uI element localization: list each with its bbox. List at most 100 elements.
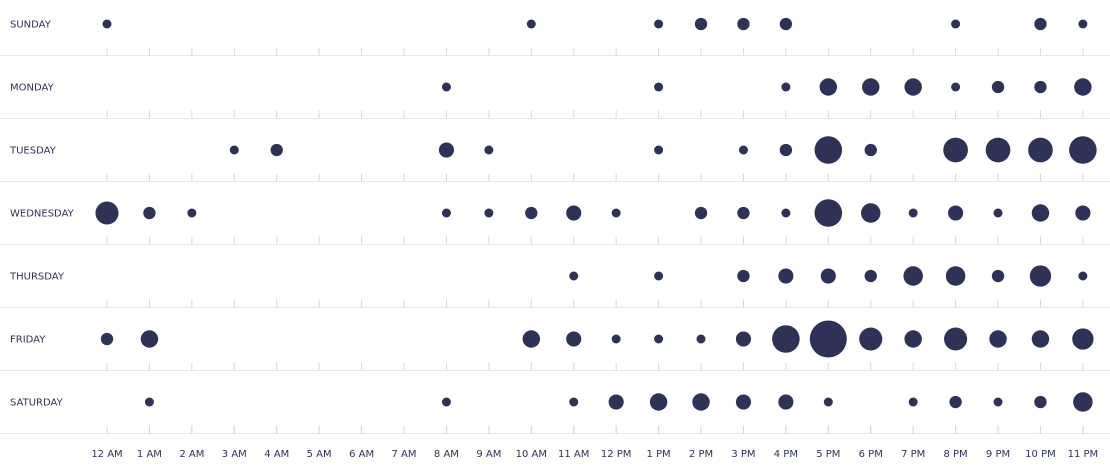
data-point[interactable] (694, 17, 708, 31)
data-point[interactable] (991, 269, 1005, 283)
data-point[interactable] (1072, 328, 1094, 350)
data-point[interactable] (1031, 330, 1050, 348)
data-point[interactable] (904, 330, 922, 348)
hour-tick-label: 4 AM (264, 449, 289, 460)
data-point[interactable] (859, 327, 883, 351)
data-point[interactable] (1078, 271, 1088, 281)
data-point[interactable] (566, 331, 582, 347)
hour-tick-label: 6 AM (349, 449, 374, 460)
data-point[interactable] (692, 393, 710, 411)
hour-tick-label: 8 PM (943, 449, 967, 460)
data-point[interactable] (993, 397, 1003, 407)
data-point[interactable] (654, 145, 664, 155)
hour-tick-label: 12 PM (601, 449, 632, 460)
data-point[interactable] (1034, 80, 1047, 94)
hour-tick-label: 11 PM (1068, 449, 1099, 460)
data-point[interactable] (654, 271, 664, 281)
data-point[interactable] (143, 206, 156, 220)
data-point[interactable] (908, 208, 918, 218)
data-point[interactable] (945, 266, 966, 286)
data-point[interactable] (654, 82, 664, 92)
data-point[interactable] (270, 143, 283, 157)
data-point[interactable] (696, 334, 706, 344)
data-point[interactable] (943, 137, 968, 163)
data-point[interactable] (102, 19, 112, 29)
data-point[interactable] (95, 201, 119, 225)
data-point[interactable] (1078, 19, 1088, 29)
data-point[interactable] (820, 268, 836, 284)
data-point[interactable] (819, 78, 838, 96)
data-point[interactable] (441, 208, 451, 218)
data-point[interactable] (951, 19, 961, 29)
data-point[interactable] (778, 268, 794, 284)
data-point[interactable] (649, 393, 668, 411)
data-point[interactable] (566, 205, 582, 221)
data-point[interactable] (438, 142, 454, 158)
data-point[interactable] (860, 203, 881, 223)
hour-tick-label: 1 PM (646, 449, 670, 460)
data-point[interactable] (779, 17, 793, 31)
data-point[interactable] (993, 208, 1003, 218)
data-point[interactable] (229, 145, 239, 155)
data-point[interactable] (949, 395, 962, 409)
data-point[interactable] (187, 208, 197, 218)
data-point[interactable] (140, 330, 159, 348)
data-point[interactable] (737, 206, 750, 220)
data-point[interactable] (1029, 265, 1052, 287)
data-point[interactable] (694, 206, 708, 220)
data-point[interactable] (1028, 137, 1053, 163)
data-point[interactable] (569, 397, 579, 407)
data-point[interactable] (1034, 17, 1047, 31)
data-point[interactable] (814, 199, 843, 227)
data-point[interactable] (903, 266, 923, 286)
data-point[interactable] (989, 330, 1007, 348)
data-point[interactable] (823, 397, 833, 407)
data-point[interactable] (778, 394, 794, 410)
data-point[interactable] (772, 325, 800, 353)
data-point[interactable] (526, 19, 536, 29)
data-point[interactable] (737, 17, 750, 31)
data-point[interactable] (781, 82, 791, 92)
data-point[interactable] (779, 143, 793, 157)
data-point[interactable] (864, 143, 877, 157)
data-point[interactable] (864, 269, 877, 283)
data-point[interactable] (948, 205, 964, 221)
data-point[interactable] (522, 330, 541, 348)
data-point[interactable] (1031, 204, 1050, 222)
data-point[interactable] (654, 334, 664, 344)
data-point[interactable] (1074, 78, 1092, 96)
data-point[interactable] (441, 397, 451, 407)
data-point[interactable] (735, 394, 751, 410)
data-point[interactable] (1075, 205, 1091, 221)
data-point[interactable] (991, 80, 1005, 94)
data-point[interactable] (1034, 395, 1047, 409)
data-point[interactable] (904, 78, 922, 96)
data-point[interactable] (809, 320, 847, 358)
data-point[interactable] (608, 394, 624, 410)
data-point[interactable] (441, 82, 451, 92)
data-point[interactable] (100, 332, 114, 346)
data-point[interactable] (1073, 392, 1093, 412)
data-point[interactable] (944, 327, 968, 351)
hour-tick-label: 4 PM (774, 449, 798, 460)
data-point[interactable] (908, 397, 918, 407)
day-rows: SUNDAY MONDAY TUESDAY WEDNESDAY THURSDAY FRID… (0, 20, 1110, 434)
data-point[interactable] (569, 271, 579, 281)
data-point[interactable] (814, 136, 843, 164)
data-point[interactable] (862, 78, 880, 96)
data-point[interactable] (737, 269, 750, 283)
data-point[interactable] (484, 145, 494, 155)
data-point[interactable] (654, 19, 664, 29)
data-point[interactable] (144, 397, 154, 407)
data-point[interactable] (985, 137, 1011, 163)
data-point[interactable] (525, 206, 538, 220)
data-point[interactable] (738, 145, 748, 155)
data-point[interactable] (1069, 136, 1097, 164)
data-point[interactable] (611, 208, 621, 218)
data-point[interactable] (484, 208, 494, 218)
data-point[interactable] (951, 82, 961, 92)
data-point[interactable] (735, 331, 751, 347)
data-point[interactable] (611, 334, 621, 344)
data-point[interactable] (781, 208, 791, 218)
